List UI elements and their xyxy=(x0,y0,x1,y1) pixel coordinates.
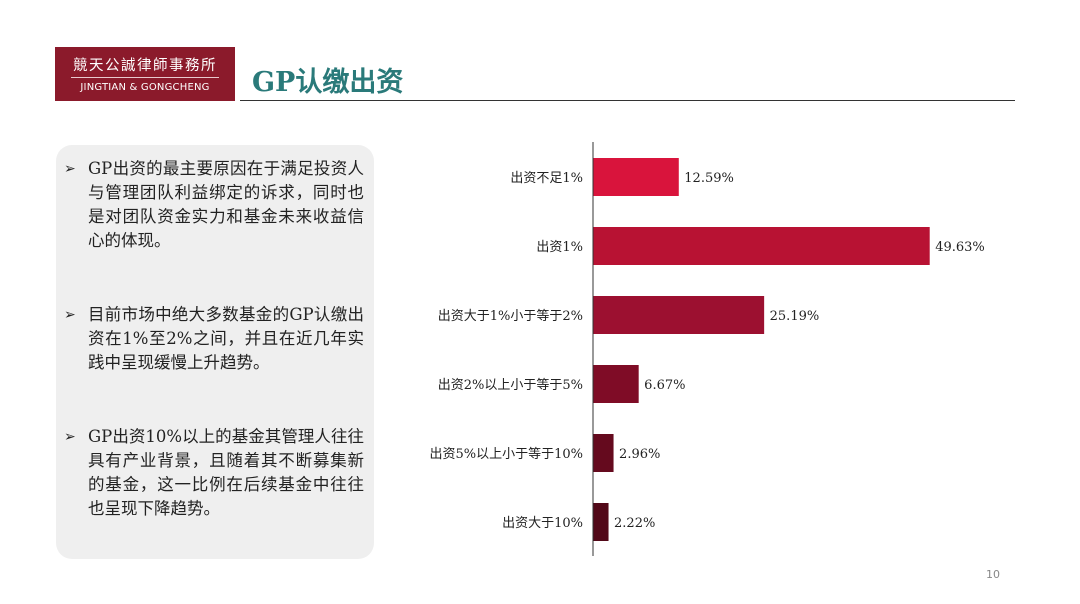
page-number: 10 xyxy=(986,568,1000,581)
bullet-item-3: ➢ GP出资10%以上的基金其管理人往往具有产业背景，且随着其不断募集新的基金，… xyxy=(64,425,364,521)
arrow-bullet-icon: ➢ xyxy=(64,161,76,177)
bar xyxy=(593,227,930,265)
category-label: 出资不足1% xyxy=(510,171,583,186)
logo-chinese-name: 競天公誠律師事務所 xyxy=(73,58,217,74)
title-divider xyxy=(240,100,1015,101)
bar xyxy=(593,503,609,541)
bar xyxy=(593,296,765,334)
data-label: 25.19% xyxy=(770,309,820,324)
data-label: 6.67% xyxy=(644,378,685,393)
category-label: 出资大于10% xyxy=(502,516,583,531)
firm-logo: 競天公誠律師事務所 JINGTIAN & GONGCHENG xyxy=(55,47,235,101)
bullet-text: GP出资10%以上的基金其管理人往往具有产业背景，且随着其不断募集新的基金，这一… xyxy=(88,427,364,518)
bar xyxy=(593,158,679,196)
page-title: GP认缴出资 xyxy=(252,67,404,98)
data-label: 12.59% xyxy=(684,171,734,186)
arrow-bullet-icon: ➢ xyxy=(64,307,76,323)
text-panel: ➢ GP出资的最主要原因在于满足投资人与管理团队利益绑定的诉求，同时也是对团队资… xyxy=(56,145,374,559)
bullet-text: 目前市场中绝大多数基金的GP认缴出资在1%至2%之间，并且在近几年实践中呈现缓慢… xyxy=(88,305,364,372)
arrow-bullet-icon: ➢ xyxy=(64,429,76,445)
data-label: 2.22% xyxy=(614,516,655,531)
bullet-item-1: ➢ GP出资的最主要原因在于满足投资人与管理团队利益绑定的诉求，同时也是对团队资… xyxy=(64,157,364,253)
category-label: 出资大于1%小于等于2% xyxy=(438,308,583,324)
category-label: 出资2%以上小于等于5% xyxy=(438,377,583,393)
logo-english-name: JINGTIAN & GONGCHENG xyxy=(80,82,210,93)
bar-chart: 出资不足1% 12.59% 出资1% 49.63% 出资大于1%小于等于2% 25.19%… xyxy=(429,142,985,556)
data-label: 2.96% xyxy=(619,447,660,462)
logo-divider xyxy=(71,77,219,78)
bullet-item-2: ➢ 目前市场中绝大多数基金的GP认缴出资在1%至2%之间，并且在近几年实践中呈现… xyxy=(64,303,364,375)
category-label: 出资5%以上小于等于10% xyxy=(429,446,583,462)
category-label: 出资1% xyxy=(536,240,583,255)
data-label: 49.63% xyxy=(935,240,985,255)
bar xyxy=(593,365,639,403)
bar xyxy=(593,434,614,472)
bullet-text: GP出资的最主要原因在于满足投资人与管理团队利益绑定的诉求，同时也是对团队资金实… xyxy=(88,159,364,250)
